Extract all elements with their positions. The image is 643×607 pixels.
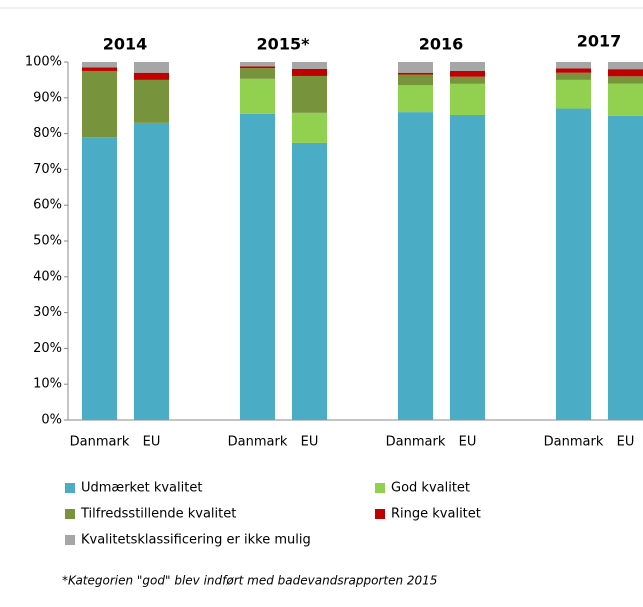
bar-segment [82,137,117,420]
group-label: 2015* [257,35,311,54]
bar-segment [134,79,169,123]
legend-swatch [375,483,385,493]
bar-segment [398,112,433,421]
bar-segment [398,85,433,113]
bar-segment [556,108,591,420]
y-tick-label: 40% [33,269,62,284]
legend-label: God kvalitet [391,481,470,496]
bar-segment [292,75,327,113]
x-tick-label: Danmark [70,435,130,450]
bar-segment [292,142,327,420]
legend-label: Udmærket kvalitet [81,481,202,496]
bar-segment [450,62,485,71]
legend-label: Tilfredsstillende kvalitet [80,507,236,522]
y-tick-label: 80% [33,126,62,141]
footnote: *Kategorien "god" blev indført med badev… [62,574,437,588]
bar-segment [292,112,327,143]
x-tick-label: EU [143,435,161,450]
x-tick-label: EU [459,435,477,450]
x-tick-label: Danmark [386,435,446,450]
bar-segment [450,70,485,77]
x-tick-label: EU [617,435,635,450]
bar-segment [134,122,169,421]
bar-segment [240,62,275,67]
bar-segment [240,113,275,420]
bar-segment [398,74,433,86]
bar-segment [608,62,643,70]
legend-swatch [65,483,75,493]
legend-swatch [375,509,385,519]
bar-segment [134,72,169,80]
group-label: 2017 [577,32,622,51]
legend-swatch [65,535,75,545]
bar-segment [292,62,327,69]
legend-swatch [65,509,75,519]
bar-segment [608,69,643,77]
y-tick-label: 0% [41,413,62,428]
y-tick-label: 20% [33,341,62,356]
bar-segment [292,68,327,76]
bar-segment [82,62,117,68]
group-label: 2016 [419,35,464,54]
bar-segment [556,62,591,69]
bar-segment [134,62,169,73]
bar-segment [240,68,275,79]
bar-segment [556,68,591,73]
y-tick-label: 10% [33,377,62,392]
x-tick-label: Danmark [228,435,288,450]
y-tick-label: 60% [33,198,62,213]
y-tick-label: 70% [33,162,62,177]
y-tick-label: 100% [25,55,62,70]
bar-segment [608,115,643,420]
bar-segment [450,83,485,115]
bar-segment [240,66,275,69]
group-label: 2014 [103,35,148,54]
y-tick-label: 30% [33,305,62,320]
bar-segment [82,70,117,138]
bar-segment [556,72,591,80]
x-tick-label: EU [301,435,319,450]
bar-segment [450,76,485,84]
y-tick-label: 50% [33,234,62,249]
y-tick-label: 90% [33,90,62,105]
bar-segment [608,83,643,116]
legend-label: Kvalitetsklassificering er ikke mulig [81,533,311,548]
bar-segment [398,72,433,75]
x-tick-label: Danmark [544,435,604,450]
bar-segment [556,79,591,109]
bar-segment [398,62,433,73]
bar-segment [240,78,275,114]
bar-segment [82,67,117,71]
bar-segment [608,76,643,84]
bar-segment [450,114,485,420]
legend-label: Ringe kvalitet [391,507,481,522]
